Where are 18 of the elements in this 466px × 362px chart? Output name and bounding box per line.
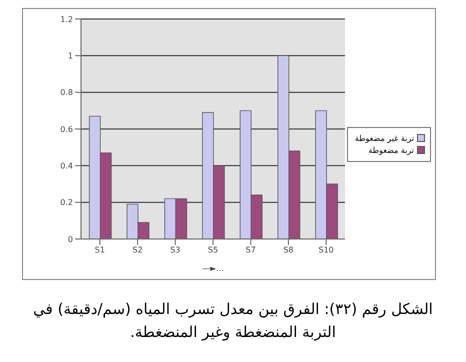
x-tick-label: S10: [318, 246, 334, 255]
x-tick-label: S1: [94, 246, 105, 255]
x-tick-label: S8: [283, 246, 294, 255]
x-tick-label: S2: [132, 246, 143, 255]
legend-label: تربة مضغوطة: [368, 146, 414, 154]
y-tick-label: 0.8: [60, 88, 73, 98]
x-axis-title: —►...: [202, 264, 224, 273]
legend-label: تربة غير مضغوطة: [354, 134, 414, 142]
text: الشكل رقم (٣٢): الفرق بين معدل تسرب المياه (سم/دقيقة) في التربة المنضغطة وغير المنضغطة.: [32, 299, 434, 343]
y-tick-label: 1.2: [60, 14, 73, 24]
x-tick-label: S7: [246, 246, 256, 255]
x-tick-label: S3: [170, 246, 180, 255]
y-tick-label: 0.4: [60, 162, 73, 171]
y-tick-label: 0.2: [60, 198, 73, 208]
y-tick-label: 1: [68, 52, 73, 61]
x-tick-label: S5: [208, 246, 218, 255]
y-tick-label: 0: [68, 234, 73, 244]
y-tick-label: 0.6: [60, 124, 73, 134]
